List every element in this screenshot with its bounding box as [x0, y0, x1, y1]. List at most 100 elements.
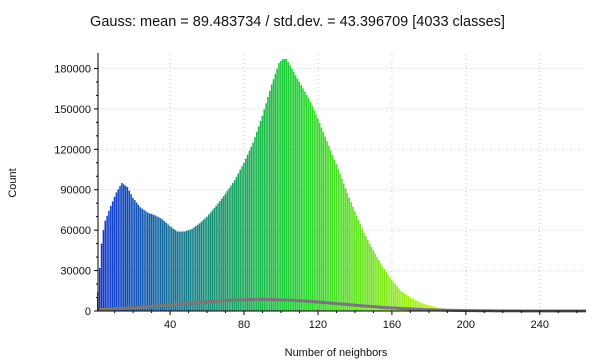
- histogram-bar: [106, 215, 108, 311]
- histogram-bar: [124, 185, 127, 311]
- histogram-bar: [195, 226, 197, 311]
- histogram-bar: [350, 202, 352, 311]
- histogram-bar: [274, 73, 277, 311]
- histogram-bar: [244, 158, 247, 311]
- histogram-bar: [281, 59, 284, 311]
- histogram-bar: [252, 142, 254, 311]
- histogram-bar: [185, 230, 188, 311]
- histogram-bar: [230, 185, 232, 311]
- histogram-bar: [427, 305, 430, 311]
- histogram-bar: [100, 243, 103, 311]
- histogram-bar: [239, 169, 241, 311]
- histogram-bar: [148, 213, 151, 311]
- histogram-bars: [97, 59, 493, 312]
- histogram-bar: [204, 218, 206, 311]
- histogram-bar: [200, 221, 203, 311]
- histogram-bar: [363, 232, 365, 311]
- histogram-bar: [407, 296, 410, 311]
- histogram-bar: [285, 59, 288, 311]
- histogram-bar: [398, 288, 400, 311]
- histogram-bar: [146, 212, 149, 311]
- histogram-bar: [102, 230, 105, 311]
- histogram-bar: [324, 136, 326, 311]
- histogram-bar: [217, 203, 219, 311]
- histogram-bar: [328, 145, 330, 311]
- histogram-bar: [276, 68, 278, 311]
- histogram-bar: [110, 205, 112, 311]
- histogram-bar: [348, 197, 351, 311]
- histogram-bar: [346, 192, 349, 311]
- histogram-bar: [233, 180, 236, 311]
- x-tick-label: 160: [383, 319, 401, 331]
- histogram-bar: [198, 223, 201, 311]
- histogram-bar: [108, 210, 110, 311]
- histogram-bar: [317, 118, 319, 311]
- histogram-bar: [296, 78, 299, 311]
- histogram-bar: [209, 212, 212, 311]
- y-tick-label: 0: [85, 306, 91, 318]
- histogram-bar: [372, 250, 375, 311]
- histogram-bar: [165, 222, 168, 311]
- x-tick-label: 200: [457, 319, 475, 331]
- histogram-bar: [291, 68, 293, 311]
- histogram-bar: [333, 159, 336, 311]
- histogram-bar: [293, 71, 295, 311]
- histogram-bar: [329, 150, 332, 311]
- histogram-bar: [394, 284, 397, 311]
- y-tick-label: 150000: [54, 104, 91, 116]
- histogram-bar: [387, 274, 389, 311]
- histogram-bar: [98, 267, 101, 311]
- histogram-bar: [355, 215, 358, 311]
- histogram-bar: [289, 65, 291, 311]
- histogram-bar: [335, 164, 338, 311]
- histogram-bar: [385, 271, 387, 311]
- histogram-bar: [309, 102, 312, 311]
- histogram-bar: [220, 198, 223, 311]
- histogram-bar: [163, 221, 166, 311]
- y-axis-title: Count: [7, 168, 19, 197]
- histogram-bar: [354, 211, 356, 311]
- histogram-bar: [219, 201, 221, 311]
- histogram-bar: [257, 126, 260, 311]
- histogram-bar: [411, 298, 413, 311]
- histogram-bar: [405, 294, 408, 311]
- x-tick-label: 120: [309, 319, 327, 331]
- x-tick-label: 80: [238, 319, 250, 331]
- histogram-bar: [152, 214, 155, 311]
- labels-layer: Number of neighbors Count 0 30000 60000 900…: [7, 63, 549, 359]
- histogram-bar: [374, 253, 376, 311]
- histogram-bar: [145, 211, 147, 311]
- histogram-bar: [344, 188, 347, 311]
- histogram-bar: [341, 178, 343, 311]
- histogram-bar: [161, 219, 164, 311]
- histogram-bar: [298, 81, 301, 311]
- histogram-bar: [392, 282, 395, 311]
- histogram-bar: [413, 299, 415, 311]
- histogram-bar: [254, 137, 256, 311]
- histogram-bar: [250, 146, 253, 311]
- histogram-bar: [150, 213, 153, 311]
- histogram-bar: [117, 189, 119, 311]
- histogram-bar: [113, 196, 116, 311]
- histogram-bar: [381, 266, 384, 311]
- histogram-bar: [115, 192, 118, 311]
- histogram-bar: [126, 187, 129, 311]
- histogram-bar: [122, 184, 125, 311]
- histogram-bar: [137, 204, 140, 311]
- histogram-bar: [202, 220, 204, 311]
- histogram-bar: [342, 183, 345, 311]
- x-axis-title: Number of neighbors: [285, 347, 388, 359]
- histogram-bar: [370, 246, 373, 311]
- histogram-bar: [119, 186, 121, 311]
- histogram-bar: [304, 91, 306, 312]
- histogram-bar: [263, 109, 265, 312]
- histogram-bar: [352, 206, 354, 311]
- histogram-bar: [313, 110, 315, 312]
- histogram-bar: [280, 61, 282, 312]
- histogram-bar: [206, 216, 208, 311]
- histogram-bar: [400, 290, 402, 311]
- histogram-bar: [139, 207, 142, 311]
- histogram-bar: [337, 168, 339, 311]
- histogram-bar: [331, 154, 334, 311]
